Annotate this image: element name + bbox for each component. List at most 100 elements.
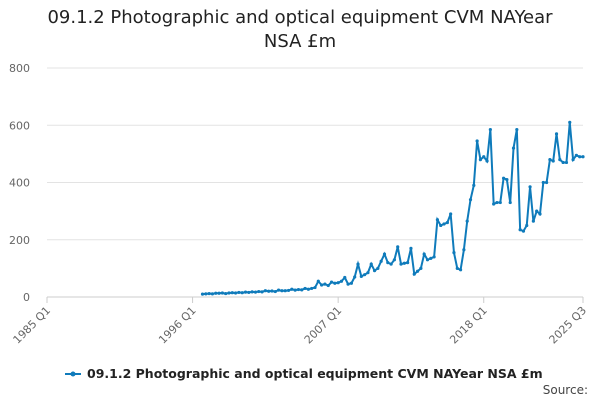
x-tick-label: 2025 Q3 (547, 304, 590, 347)
data-point (564, 160, 569, 165)
x-tick-label: 2018 Q1 (447, 304, 490, 347)
data-point (270, 289, 274, 293)
data-point (280, 289, 284, 293)
data-point (210, 292, 215, 296)
data-point (505, 178, 509, 182)
data-point (323, 282, 327, 286)
data-point (571, 158, 575, 162)
data-point (528, 185, 532, 189)
data-point (392, 258, 397, 262)
data-point (574, 153, 578, 157)
data-point (326, 283, 330, 288)
data-point (445, 220, 449, 225)
data-point (475, 139, 479, 143)
data-point (220, 291, 224, 295)
data-point (538, 212, 542, 216)
data-point (366, 271, 370, 275)
data-point (333, 281, 337, 285)
data-point (214, 291, 218, 295)
data-point (521, 229, 526, 233)
data-point (501, 176, 506, 180)
x-tick-label: 1985 Q1 (11, 304, 54, 347)
data-point (277, 288, 281, 292)
data-point (300, 288, 304, 292)
data-point (204, 292, 208, 296)
data-point (346, 282, 350, 286)
data-point (548, 158, 552, 162)
data-point (465, 219, 469, 223)
data-point (257, 289, 261, 294)
y-tick-label: 400 (9, 177, 30, 190)
data-point (518, 228, 522, 232)
data-point (551, 159, 555, 163)
data-point (422, 252, 426, 256)
data-point (432, 255, 436, 259)
data-point (290, 287, 294, 291)
data-point (320, 283, 324, 287)
data-point (452, 251, 456, 255)
data-point (415, 269, 420, 273)
data-point (336, 281, 340, 285)
data-point (399, 262, 403, 266)
data-point (508, 200, 512, 205)
data-point (554, 132, 559, 136)
data-point (329, 280, 334, 284)
data-point (396, 245, 400, 249)
data-point (531, 219, 535, 223)
data-point (488, 127, 492, 132)
data-point (568, 120, 572, 124)
series-line (202, 122, 583, 296)
y-tick-label: 0 (23, 291, 30, 304)
data-point (449, 212, 453, 216)
data-point (240, 291, 244, 295)
data-point (442, 222, 446, 226)
data-point (296, 287, 301, 292)
data-point (230, 291, 234, 295)
data-point (247, 290, 251, 295)
data-point (286, 288, 291, 293)
data-point (468, 198, 473, 202)
data-point (495, 200, 499, 205)
data-point (316, 279, 320, 283)
data-point (406, 261, 410, 265)
data-point (511, 146, 516, 150)
data-point (485, 159, 489, 163)
data-point (227, 291, 231, 295)
data-point (382, 252, 387, 256)
data-point (379, 259, 383, 263)
data-point (303, 286, 307, 291)
source: Source: (543, 383, 588, 397)
legend-text: 09.1.2 Photographic and optical equipmen… (87, 366, 543, 381)
data-point (243, 290, 248, 294)
data-point (581, 155, 585, 159)
data-point (306, 287, 310, 291)
data-point (429, 256, 433, 260)
x-tick-label: 1996 Q1 (156, 304, 199, 347)
chart-title: 09.1.2 Photographic and optical equipmen… (47, 7, 553, 52)
data-point (376, 266, 380, 270)
data-point (293, 288, 297, 292)
data-point (273, 289, 277, 294)
data-point (409, 246, 413, 250)
data-point (386, 261, 390, 265)
data-point (217, 291, 221, 295)
data-point (492, 202, 496, 206)
data-point (233, 291, 238, 295)
data-point (313, 285, 317, 290)
data-point (207, 291, 211, 296)
data-point (369, 262, 373, 266)
data-point (339, 279, 344, 283)
data-point (419, 266, 423, 270)
data-point (359, 274, 363, 278)
data-point (545, 180, 549, 185)
data-point (541, 180, 545, 185)
data-point (425, 258, 430, 262)
data-point (439, 223, 443, 228)
data-point (310, 286, 314, 291)
data-point (224, 291, 228, 296)
data-point (260, 290, 264, 294)
data-point (363, 273, 367, 277)
legend-marker (70, 371, 76, 377)
data-point (462, 248, 466, 252)
